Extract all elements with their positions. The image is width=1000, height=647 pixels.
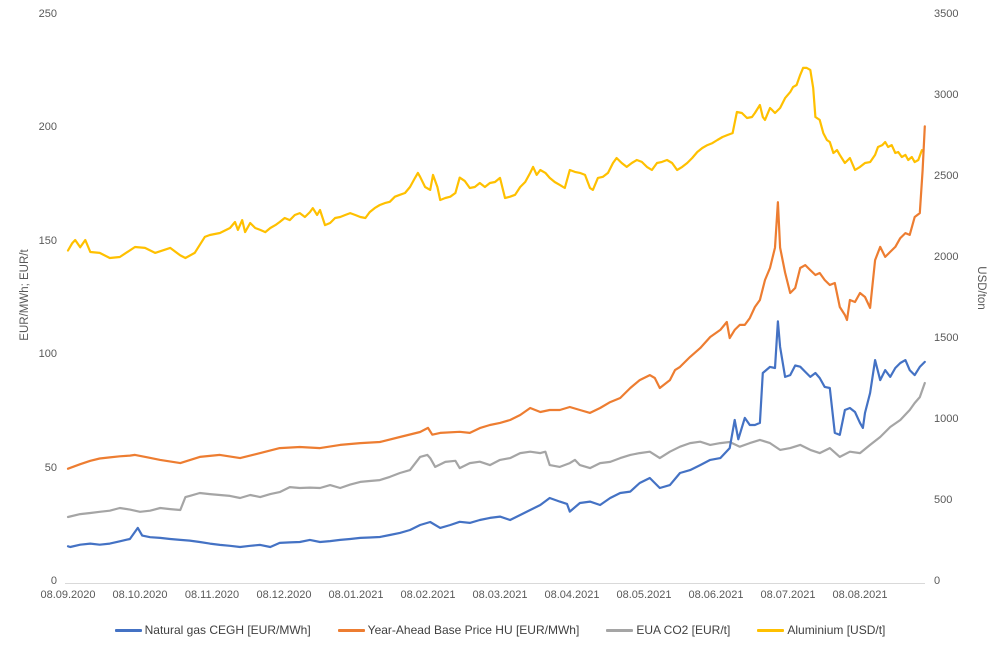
left-axis-tick-label-150: 150 xyxy=(38,234,57,247)
left-axis-tick-label-0: 0 xyxy=(50,575,57,587)
right-axis-tick-label-2000: 2000 xyxy=(934,251,959,263)
legend-label-year-ahead-base-price-hu: Year-Ahead Base Price HU [EUR/MWh] xyxy=(367,623,580,637)
legend-label-aluminium: Aluminium [USD/t] xyxy=(787,623,886,637)
x-axis-tick-label-08.09.2020: 08.09.2020 xyxy=(40,589,96,601)
series-line-natural-gas-cegh xyxy=(66,320,926,549)
right-axis-title: USD/ton xyxy=(975,266,987,310)
x-axis-tick-label-08.02.2021: 08.02.2021 xyxy=(400,589,456,601)
right-axis-tick-label-2500: 2500 xyxy=(934,170,959,182)
x-axis-tick-label-08.04.2021: 08.04.2021 xyxy=(544,589,600,601)
legend-item-eua-co2: EUA CO2 [EUR/t] xyxy=(606,622,730,638)
x-axis-tick-label-08.03.2021: 08.03.2021 xyxy=(472,589,528,601)
left-axis-tick-label-200: 200 xyxy=(38,121,57,134)
legend-label-eua-co2: EUA CO2 [EUR/t] xyxy=(636,623,731,637)
x-axis-tick-label-08.11.2020: 08.11.2020 xyxy=(184,589,240,601)
legend-item-natural-gas-cegh: Natural gas CEGH [EUR/MWh] xyxy=(114,622,311,638)
series-line-year-ahead-base-price-hu xyxy=(66,125,926,470)
legend: Natural gas CEGH [EUR/MWh] Year-Ahead Ba… xyxy=(0,622,1000,638)
series-line-eua-co2 xyxy=(66,381,926,519)
legend-item-year-ahead-base-price-hu: Year-Ahead Base Price HU [EUR/MWh] xyxy=(337,622,580,638)
x-axis-tick-label-08.08.2021: 08.08.2021 xyxy=(832,589,888,601)
left-axis-tick-label-250: 250 xyxy=(38,8,57,20)
legend-line-marker-orange-icon xyxy=(337,628,365,632)
right-axis-tick-label-3500: 3500 xyxy=(934,8,959,20)
x-axis-tick-label-08.05.2021: 08.05.2021 xyxy=(616,589,672,601)
legend-line-marker-yellow-icon xyxy=(757,628,785,632)
x-axis-tick-label-08.06.2021: 08.06.2021 xyxy=(688,589,744,601)
left-axis-tick-label-50: 50 xyxy=(44,461,57,474)
legend-line-marker-blue-icon xyxy=(114,628,142,632)
right-axis-tick-label-1500: 1500 xyxy=(934,332,959,344)
left-axis-title: EUR/MWh; EUR/t xyxy=(19,249,31,341)
left-axis-tick-label-100: 100 xyxy=(38,348,57,361)
right-axis-tick-label-0: 0 xyxy=(934,575,941,587)
legend-line-marker-gray-icon xyxy=(606,628,634,632)
legend-item-aluminium: Aluminium [USD/t] xyxy=(757,622,885,638)
legend-label-natural-gas-cegh: Natural gas CEGH [EUR/MWh] xyxy=(144,623,311,637)
series-line-aluminium xyxy=(66,66,924,260)
right-axis-tick-label-3000: 3000 xyxy=(934,89,959,101)
x-axis-tick-label-08.07.2021: 08.07.2021 xyxy=(760,589,816,601)
x-axis-tick-label-08.12.2020: 08.12.2020 xyxy=(256,589,312,601)
x-axis-tick-label-08.10.2020: 08.10.2020 xyxy=(112,589,168,601)
x-axis-tick-label-08.01.2021: 08.01.2021 xyxy=(328,589,384,601)
right-axis-tick-label-1000: 1000 xyxy=(934,413,959,425)
right-axis-tick-label-500: 500 xyxy=(934,494,953,506)
